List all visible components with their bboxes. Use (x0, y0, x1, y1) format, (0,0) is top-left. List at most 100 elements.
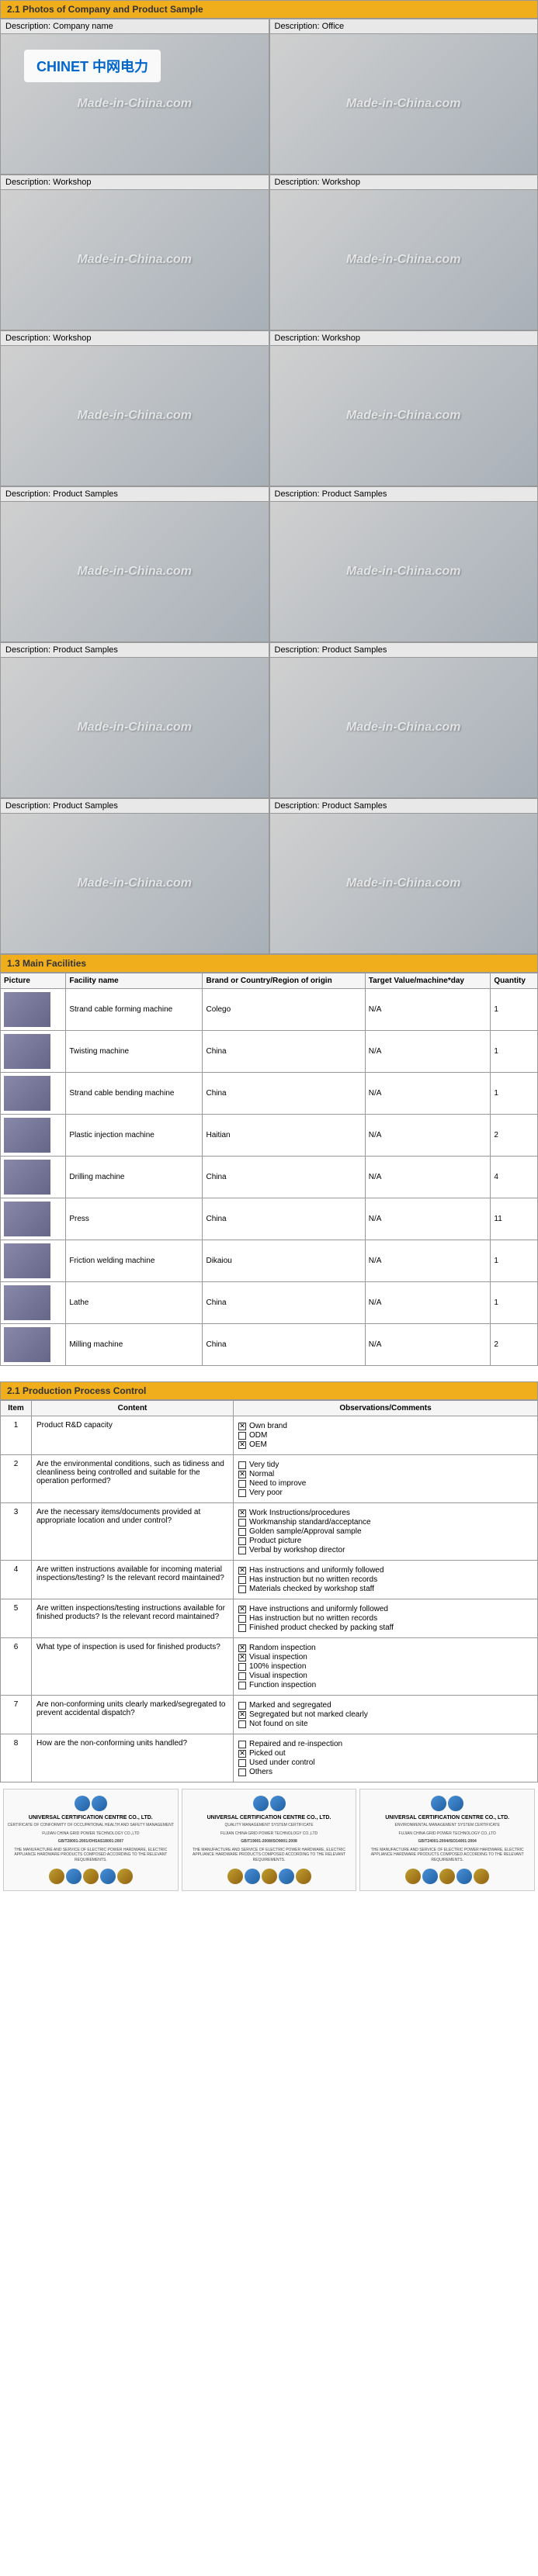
checkbox-icon (238, 1567, 246, 1575)
checkbox-icon (238, 1585, 246, 1593)
photo-cell: Description: WorkshopMade-in-China.com (269, 175, 538, 330)
col-picture: Picture (1, 973, 66, 989)
option-label: Workmanship standard/acceptance (249, 1518, 371, 1527)
cert-seal-row (186, 1869, 353, 1884)
checkbox-option: Function inspection (238, 1681, 533, 1689)
checkbox-option: 100% inspection (238, 1662, 533, 1671)
checkbox-option: Random inspection (238, 1644, 533, 1652)
photo-image: Made-in-China.com (270, 814, 538, 953)
option-label: Marked and segregated (249, 1701, 331, 1710)
facility-pic (1, 1324, 66, 1366)
option-label: Own brand (249, 1422, 287, 1430)
facility-name: Twisting machine (66, 1031, 203, 1073)
checkbox-option: Materials checked by workshop staff (238, 1585, 533, 1593)
ppc-item-num: 3 (1, 1503, 32, 1561)
checkbox-icon (238, 1711, 246, 1719)
checkbox-icon (238, 1489, 246, 1497)
ppc-row: 3 Are the necessary items/documents prov… (1, 1503, 538, 1561)
seal-icon (49, 1869, 64, 1884)
checkbox-option: Visual inspection (238, 1672, 533, 1680)
facility-row: Strand cable bending machine China N/A 1 (1, 1073, 538, 1115)
facility-pic (1, 1031, 66, 1073)
checkbox-icon (238, 1606, 246, 1613)
seal-icon (296, 1869, 311, 1884)
option-label: Has instruction but no written records (249, 1614, 377, 1623)
watermark: Made-in-China.com (77, 721, 192, 735)
ppc-row: 4 Are written instructions available for… (1, 1561, 538, 1599)
photo-description: Description: Product Samples (1, 487, 269, 502)
facility-pic (1, 1240, 66, 1282)
facility-qty: 1 (491, 1282, 538, 1324)
option-label: Visual inspection (249, 1653, 307, 1661)
photo-image: Made-in-China.com (270, 658, 538, 797)
photo-image: Made-in-China.com (1, 814, 269, 953)
watermark: Made-in-China.com (77, 409, 192, 423)
photo-image: Made-in-China.com (270, 346, 538, 486)
cert-details: THE MANUFACTURE AND SERVICE OF ELECTRIC … (7, 1848, 175, 1863)
photo-cell: Description: WorkshopMade-in-China.com (269, 330, 538, 486)
checkbox-icon (238, 1547, 246, 1554)
checkbox-option: Finished product checked by packing staf… (238, 1623, 533, 1632)
certificate: UNIVERSAL CERTIFICATION CENTRE CO., LTD.… (182, 1789, 357, 1891)
photo-cell: Description: Product SamplesMade-in-Chin… (0, 642, 269, 798)
checkbox-option: Has instruction but no written records (238, 1614, 533, 1623)
photo-image: Made-in-China.com (1, 190, 269, 330)
ppc-observations: Very tidyNormalNeed to improveVery poor (234, 1455, 538, 1503)
checkbox-option: Has instruction but no written records (238, 1575, 533, 1584)
option-label: Not found on site (249, 1720, 308, 1728)
option-label: Finished product checked by packing staf… (249, 1623, 394, 1632)
watermark: Made-in-China.com (346, 721, 461, 735)
checkbox-option: Picked out (238, 1749, 533, 1758)
option-label: Random inspection (249, 1644, 316, 1652)
facility-target: N/A (365, 1198, 491, 1240)
ppc-content: Product R&D capacity (32, 1416, 234, 1455)
ppc-observations: Has instructions and uniformly followedH… (234, 1561, 538, 1599)
facility-qty: 1 (491, 1240, 538, 1282)
option-label: Have instructions and uniformly followed (249, 1605, 388, 1613)
checkbox-icon (238, 1663, 246, 1671)
col-target: Target Value/machine*day (365, 973, 491, 989)
ppc-observations: Random inspectionVisual inspection100% i… (234, 1638, 538, 1696)
option-label: OEM (249, 1440, 267, 1449)
checkbox-icon (238, 1423, 246, 1430)
facility-target: N/A (365, 989, 491, 1031)
ppc-content: Are the necessary items/documents provid… (32, 1503, 234, 1561)
option-label: Has instructions and uniformly followed (249, 1566, 384, 1575)
cert-standard: GB/T19001-2008/ISO9001:2008 (186, 1839, 353, 1845)
cert-details: THE MANUFACTURE AND SERVICE OF ELECTRIC … (186, 1848, 353, 1863)
cert-company: FUJIAN CHINA GRID POWER TECHNOLOGY CO.,L… (7, 1831, 175, 1837)
ppc-content: Are non-conforming units clearly marked/… (32, 1696, 234, 1734)
ppc-row: 8 How are the non-conforming units handl… (1, 1734, 538, 1782)
checkbox-option: Workmanship standard/acceptance (238, 1518, 533, 1527)
facility-row: Strand cable forming machine Colego N/A … (1, 989, 538, 1031)
cert-standard: GB/T24001-2004/ISO14001:2004 (363, 1839, 531, 1845)
cert-badge-icon (253, 1796, 269, 1811)
seal-icon (439, 1869, 455, 1884)
facility-target: N/A (365, 1115, 491, 1157)
ppc-item-num: 2 (1, 1455, 32, 1503)
checkbox-option: Work Instructions/procedures (238, 1509, 533, 1517)
facility-pic (1, 1073, 66, 1115)
option-label: Normal (249, 1470, 274, 1478)
cert-standard: GB/T28001-2001/OHSAS18001:2007 (7, 1839, 175, 1845)
facility-qty: 2 (491, 1115, 538, 1157)
checkbox-icon (238, 1624, 246, 1632)
ppc-content: Are written instructions available for i… (32, 1561, 234, 1599)
facility-brand: Colego (203, 989, 365, 1031)
cert-badge-icon (448, 1796, 463, 1811)
ppc-item-num: 7 (1, 1696, 32, 1734)
facility-name: Friction welding machine (66, 1240, 203, 1282)
cert-details: THE MANUFACTURE AND SERVICE OF ELECTRIC … (363, 1848, 531, 1863)
ppc-content: Are written inspections/testing instruct… (32, 1599, 234, 1638)
facilities-section-header: 1.3 Main Facilities (0, 954, 538, 973)
checkbox-icon (238, 1528, 246, 1536)
photo-cell: Description: Product SamplesMade-in-Chin… (269, 642, 538, 798)
checkbox-icon (238, 1682, 246, 1689)
cert-badge-icon (75, 1796, 90, 1811)
watermark: Made-in-China.com (77, 877, 192, 890)
option-label: Visual inspection (249, 1672, 307, 1680)
facility-qty: 1 (491, 1031, 538, 1073)
checkbox-icon (238, 1644, 246, 1652)
col-obs: Observations/Comments (234, 1401, 538, 1416)
checkbox-icon (238, 1537, 246, 1545)
